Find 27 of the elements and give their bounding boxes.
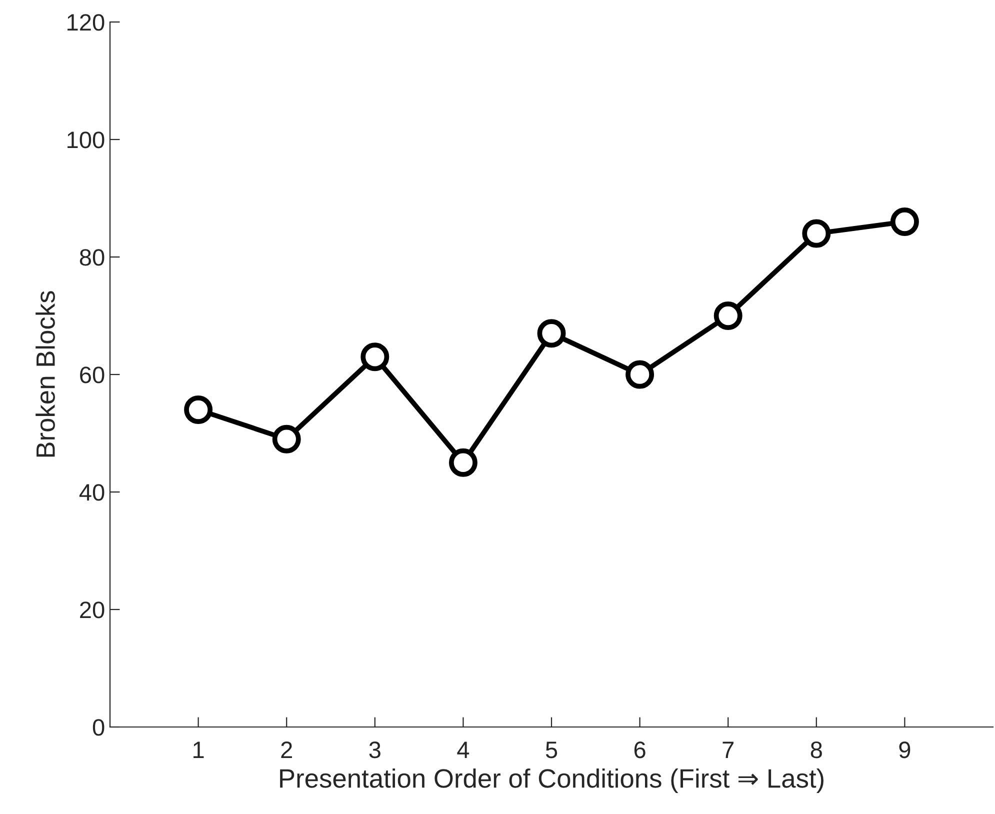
x-tick-label: 7 bbox=[722, 742, 734, 758]
x-tick-label: 4 bbox=[457, 742, 470, 758]
y-tick-label: 120 bbox=[68, 14, 104, 31]
y-tick-label: 100 bbox=[68, 132, 104, 148]
point bbox=[272, 424, 301, 454]
point bbox=[626, 360, 654, 389]
point bbox=[448, 448, 478, 477]
y-tick-label: 60 bbox=[80, 366, 104, 384]
x-tick-label: 3 bbox=[369, 742, 380, 758]
y-tick-label: 0 bbox=[92, 719, 104, 736]
x-tick-label: 2 bbox=[281, 742, 292, 758]
y-tick-label: 80 bbox=[80, 249, 104, 266]
y-tick-label: 40 bbox=[79, 484, 104, 501]
point bbox=[184, 396, 213, 424]
point bbox=[890, 208, 919, 236]
point bbox=[714, 302, 742, 330]
x-tick-label: 6 bbox=[634, 742, 646, 758]
y-tick-label: 20 bbox=[80, 602, 104, 618]
x-axis-title: Presentation Order of Conditions (First ⇒ Last) bbox=[280, 768, 824, 794]
x-tick-label: 1 bbox=[194, 742, 204, 758]
point bbox=[537, 319, 566, 348]
x-tick-label: 5 bbox=[546, 742, 558, 758]
y-axis-title: Broken Blocks bbox=[36, 291, 55, 457]
x-tick-label: 9 bbox=[899, 742, 910, 758]
point bbox=[802, 219, 831, 248]
point bbox=[360, 342, 390, 372]
x-tick-label: 8 bbox=[810, 742, 822, 758]
